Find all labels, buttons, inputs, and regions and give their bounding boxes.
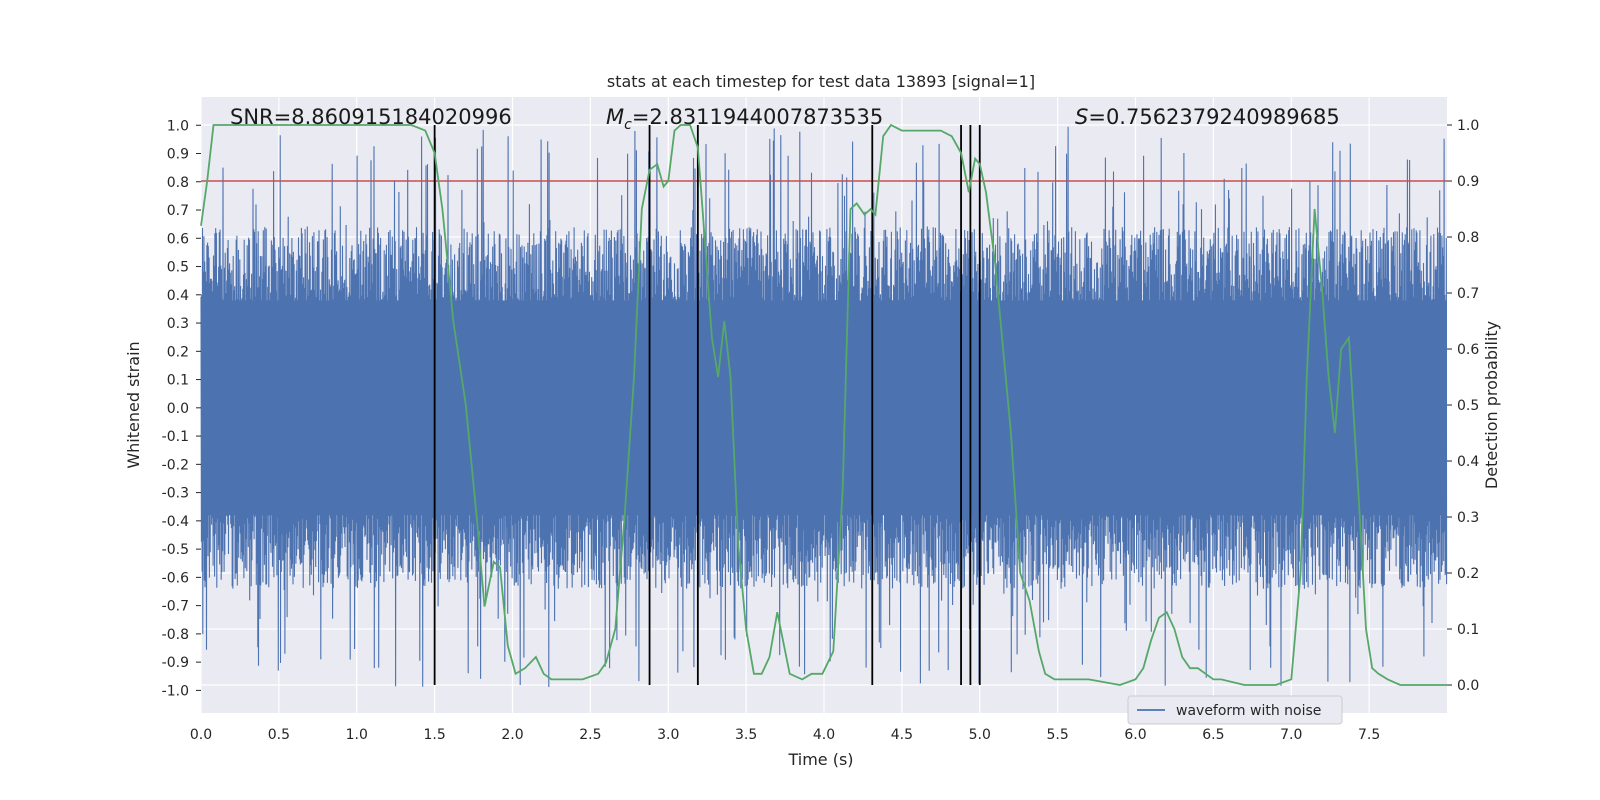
waveform-series <box>200 126 1448 688</box>
y-tick-label: 0.2 <box>167 344 189 360</box>
y-right-tick-label: 0.5 <box>1457 398 1479 414</box>
y-tick-label: 0.4 <box>167 288 189 304</box>
chirp-mass-value: =2.8311944007873535 <box>632 105 883 129</box>
y-right-tick-label: 0.6 <box>1457 342 1479 358</box>
x-tick-label: 4.0 <box>813 727 835 743</box>
snr-annotation: SNR=8.860915184020996 <box>230 105 512 129</box>
y-tick-label: -0.8 <box>162 627 189 643</box>
x-axis-label: Time (s) <box>787 750 853 769</box>
x-tick-label: 1.5 <box>423 727 445 743</box>
y-tick-label: -0.4 <box>162 514 189 530</box>
chirp-mass-subscript: c <box>624 117 632 133</box>
legend: waveform with noise <box>1127 695 1343 725</box>
x-tick-label: 3.5 <box>735 727 757 743</box>
y-tick-label: 0.0 <box>167 401 189 417</box>
x-tick-label: 5.0 <box>969 727 991 743</box>
y-tick-label: 0.7 <box>167 203 189 219</box>
y-tick-label: 0.1 <box>167 373 189 389</box>
y-tick-label: 0.8 <box>167 175 189 191</box>
s-symbol: S <box>1075 105 1088 129</box>
chart-title: stats at each timestep for test data 138… <box>607 72 1035 91</box>
x-tick-label: 4.5 <box>891 727 913 743</box>
y-tick-label: 0.6 <box>167 231 189 247</box>
y-right-tick-label: 0.9 <box>1457 174 1479 190</box>
x-tick-label: 5.5 <box>1046 727 1068 743</box>
x-tick-label: 3.0 <box>657 727 679 743</box>
y-axis-label: Whitened strain <box>124 341 143 468</box>
waveform-core <box>201 300 1447 516</box>
y-tick-label: -1.0 <box>162 683 189 699</box>
x-axis-ticks: 0.0 0.5 1.0 1.5 2.0 2.5 3.0 3.5 4.0 4.5 5.0 5.5 6.0 6… <box>190 727 1380 743</box>
y-right-tick-label: 0.3 <box>1457 510 1479 526</box>
y-tick-label: 1.0 <box>167 118 189 134</box>
x-tick-label: 1.0 <box>346 727 368 743</box>
y-tick-label: -0.5 <box>162 542 189 558</box>
chirp-mass-annotation: Mc=2.8311944007873535 <box>606 105 883 133</box>
chirp-mass-symbol: M <box>606 105 624 129</box>
y-right-tick-label: 0.1 <box>1457 622 1479 638</box>
s-value: =0.7562379240989685 <box>1088 105 1339 129</box>
x-tick-label: 2.5 <box>579 727 601 743</box>
probability-series <box>200 123 1447 686</box>
y-axis-ticks: 1.0 0.9 0.8 0.7 0.6 0.5 0.4 0.3 0.2 0.1 0.0 -0.1 -0.… <box>162 118 201 699</box>
y-tick-label: -0.3 <box>162 486 189 502</box>
y-right-tick-label: 0.8 <box>1457 230 1479 246</box>
x-tick-label: 0.5 <box>268 727 290 743</box>
x-tick-label: 2.0 <box>501 727 523 743</box>
legend-box <box>1127 695 1343 725</box>
x-tick-label: 0.0 <box>190 727 212 743</box>
event-markers <box>433 125 981 685</box>
y-right-tick-label: 0.2 <box>1457 566 1479 582</box>
y-axis-right-label: Detection probability <box>1482 321 1501 489</box>
y-right-tick-label: 0.7 <box>1457 286 1479 302</box>
x-tick-label: 6.0 <box>1124 727 1146 743</box>
x-tick-label: 7.5 <box>1358 727 1380 743</box>
y-tick-label: -0.1 <box>162 429 189 445</box>
y-tick-label: 0.9 <box>167 147 189 163</box>
y-tick-label: -0.6 <box>162 570 189 586</box>
s-annotation: S=0.7562379240989685 <box>1075 105 1340 129</box>
x-tick-label: 6.5 <box>1202 727 1224 743</box>
y-axis-right-ticks: 1.0 0.9 0.8 0.7 0.6 0.5 0.4 0.3 0.2 0.1 0.0 <box>1447 118 1479 694</box>
y-tick-label: -0.9 <box>162 655 189 671</box>
y-tick-label: -0.2 <box>162 457 189 473</box>
y-right-tick-label: 1.0 <box>1457 118 1479 134</box>
y-tick-label: -0.7 <box>162 599 189 615</box>
y-right-tick-label: 0.0 <box>1457 678 1479 694</box>
y-tick-label: 0.5 <box>167 260 189 276</box>
y-tick-label: 0.3 <box>167 316 189 332</box>
legend-label: waveform with noise <box>1176 703 1321 719</box>
y-right-tick-label: 0.4 <box>1457 454 1479 470</box>
x-tick-label: 7.0 <box>1280 727 1302 743</box>
